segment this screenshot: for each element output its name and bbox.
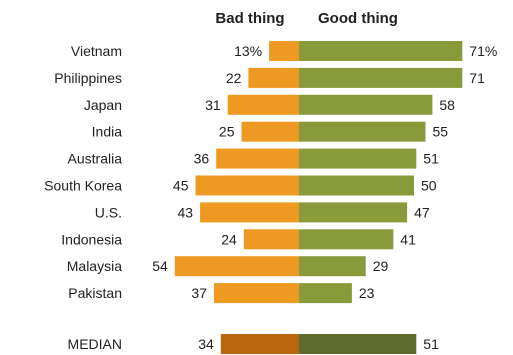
good-value-label-median: 51 xyxy=(423,336,439,352)
good-bar-australia xyxy=(299,148,417,169)
good-bar-philippines xyxy=(299,67,463,88)
good-value-label-indonesia: 41 xyxy=(400,231,416,247)
good-value-label-south-korea: 50 xyxy=(421,178,437,194)
bad-value-label-australia: 36 xyxy=(194,151,210,167)
category-label-median: MEDIAN xyxy=(68,336,122,352)
good-value-label-vietnam: 71% xyxy=(469,43,497,59)
good-bar-malaysia xyxy=(299,256,366,277)
good-value-label-india: 55 xyxy=(433,124,449,140)
bad-value-label-philippines: 22 xyxy=(226,70,242,86)
bad-value-label-south-korea: 45 xyxy=(173,178,189,194)
good-value-label-pakistan: 23 xyxy=(359,285,375,301)
category-label-japan: Japan xyxy=(84,97,122,113)
good-value-label-japan: 58 xyxy=(439,97,455,113)
good-value-label-australia: 51 xyxy=(423,151,439,167)
bad-bar-malaysia xyxy=(174,256,299,277)
category-label-malaysia: Malaysia xyxy=(67,258,122,274)
good-thing-header: Good thing xyxy=(318,10,398,27)
category-label-u-s: U.S. xyxy=(95,204,122,220)
category-label-south-korea: South Korea xyxy=(44,178,122,194)
good-bar-median xyxy=(299,334,417,354)
bad-bar-indonesia xyxy=(243,229,299,250)
bad-bar-vietnam xyxy=(269,41,299,61)
bad-value-label-pakistan: 37 xyxy=(191,285,207,301)
bad-bar-japan xyxy=(227,94,299,115)
good-bar-vietnam xyxy=(299,41,463,61)
category-label-india: India xyxy=(92,124,123,140)
category-label-indonesia: Indonesia xyxy=(61,231,122,247)
bad-bar-philippines xyxy=(248,67,299,88)
bad-bar-south-korea xyxy=(195,175,299,196)
good-bar-pakistan xyxy=(299,283,352,304)
category-label-australia: Australia xyxy=(68,151,123,167)
bad-value-label-vietnam: 13% xyxy=(234,43,262,59)
good-bar-japan xyxy=(299,94,433,115)
bad-value-label-japan: 31 xyxy=(205,97,221,113)
bad-bar-australia xyxy=(216,148,299,169)
good-value-label-philippines: 71 xyxy=(469,70,485,86)
bad-bar-median xyxy=(220,334,299,354)
bad-thing-header: Bad thing xyxy=(215,10,284,27)
bad-value-label-median: 34 xyxy=(198,336,214,352)
category-label-pakistan: Pakistan xyxy=(68,285,122,301)
bad-bar-u-s xyxy=(200,202,299,223)
chart-rows: Vietnam 13% 71% Philippines 22 71 Japan 31 58 Ind… xyxy=(44,41,497,354)
category-label-vietnam: Vietnam xyxy=(71,43,122,59)
good-bar-south-korea xyxy=(299,175,414,196)
bad-bar-india xyxy=(241,121,299,142)
category-label-philippines: Philippines xyxy=(54,70,122,86)
good-bar-u-s xyxy=(299,202,408,223)
bad-value-label-india: 25 xyxy=(219,124,235,140)
good-value-label-malaysia: 29 xyxy=(373,258,389,274)
bad-value-label-malaysia: 54 xyxy=(152,258,168,274)
good-bar-indonesia xyxy=(299,229,394,250)
good-bar-india xyxy=(299,121,426,142)
good-value-label-u-s: 47 xyxy=(414,204,430,220)
bad-value-label-u-s: 43 xyxy=(178,204,194,220)
bad-bar-pakistan xyxy=(213,283,299,304)
bad-value-label-indonesia: 24 xyxy=(221,231,237,247)
